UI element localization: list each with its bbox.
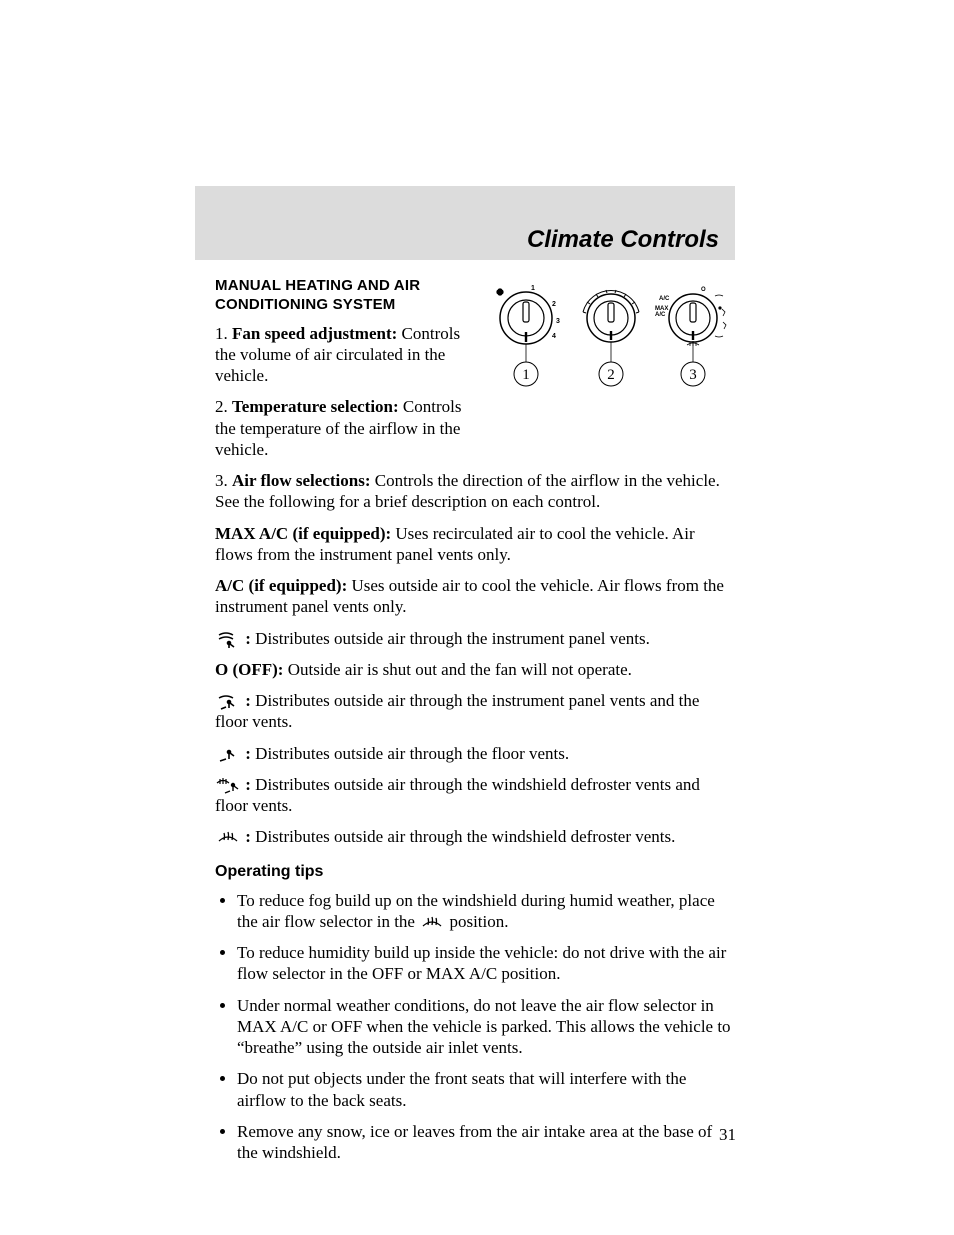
off-line: O (OFF): Outside air is shut out and the… <box>215 659 735 680</box>
page: Climate Controls 1 2 3 4 <box>0 0 954 1235</box>
item-2: 2. Temperature selection: Controls the t… <box>215 396 485 460</box>
maxac-label: MAX A/C (if equipped): <box>215 524 391 543</box>
tip-5: Remove any snow, ice or leaves from the … <box>237 1121 735 1164</box>
item-3: 3. Air flow selections: Controls the dir… <box>215 470 735 513</box>
colon-4: : <box>245 775 251 794</box>
floor-line: : Distributes outside air through the fl… <box>215 743 735 764</box>
item-2-label: Temperature selection: <box>232 397 399 416</box>
ac-line: A/C (if equipped): Uses outside air to c… <box>215 575 735 618</box>
floor-vent-icon <box>215 746 241 764</box>
item-2-num: 2. <box>215 397 228 416</box>
panel-floor-line: : Distributes outside air through the in… <box>215 690 735 733</box>
off-text: Outside air is shut out and the fan will… <box>283 660 631 679</box>
page-number: 31 <box>719 1125 736 1145</box>
section-heading: MANUAL HEATING AND AIR CONDITIONING SYST… <box>215 277 485 315</box>
content-column: MANUAL HEATING AND AIR CONDITIONING SYST… <box>215 277 735 1173</box>
item-1-label: Fan speed adjustment: <box>232 324 397 343</box>
item-1-num: 1. <box>215 324 228 343</box>
colon-1: : <box>245 629 251 648</box>
panel-floor-vent-icon <box>215 693 241 711</box>
off-label: O (OFF): <box>215 660 283 679</box>
defrost-icon <box>215 829 241 847</box>
tips-heading: Operating tips <box>215 862 735 882</box>
header-bar: Climate Controls <box>195 186 735 260</box>
tip-1: To reduce fog build up on the windshield… <box>237 890 735 933</box>
item-3-num: 3. <box>215 471 228 490</box>
colon-3: : <box>245 744 251 763</box>
item-3-label: Air flow selections: <box>232 471 371 490</box>
panel-floor-text: Distributes outside air through the inst… <box>215 691 699 731</box>
tip-4: Do not put objects under the front seats… <box>237 1068 735 1111</box>
defrost-icon-inline <box>419 914 445 932</box>
maxac-line: MAX A/C (if equipped): Uses recirculated… <box>215 523 735 566</box>
defrost-text: Distributes outside air through the wind… <box>255 827 675 846</box>
tip-1b: position. <box>445 912 508 931</box>
floor-text: Distributes outside air through the floo… <box>255 744 569 763</box>
defrost-floor-text: Distributes outside air through the wind… <box>215 775 700 815</box>
panel-line: : Distributes outside air through the in… <box>215 628 735 649</box>
defrost-line: : Distributes outside air through the wi… <box>215 826 735 847</box>
colon-2: : <box>245 691 251 710</box>
tip-3: Under normal weather conditions, do not … <box>237 995 735 1059</box>
ac-label: A/C (if equipped): <box>215 576 347 595</box>
chapter-title: Climate Controls <box>527 226 719 254</box>
panel-text: Distributes outside air through the inst… <box>255 629 650 648</box>
panel-vent-icon <box>215 631 241 649</box>
colon-5: : <box>245 827 251 846</box>
tips-list: To reduce fog build up on the windshield… <box>215 890 735 1164</box>
defrost-floor-line: : Distributes outside air through the wi… <box>215 774 735 817</box>
tip-2: To reduce humidity build up inside the v… <box>237 942 735 985</box>
defrost-floor-icon <box>215 777 241 795</box>
item-1: 1. Fan speed adjustment: Controls the vo… <box>215 323 485 387</box>
